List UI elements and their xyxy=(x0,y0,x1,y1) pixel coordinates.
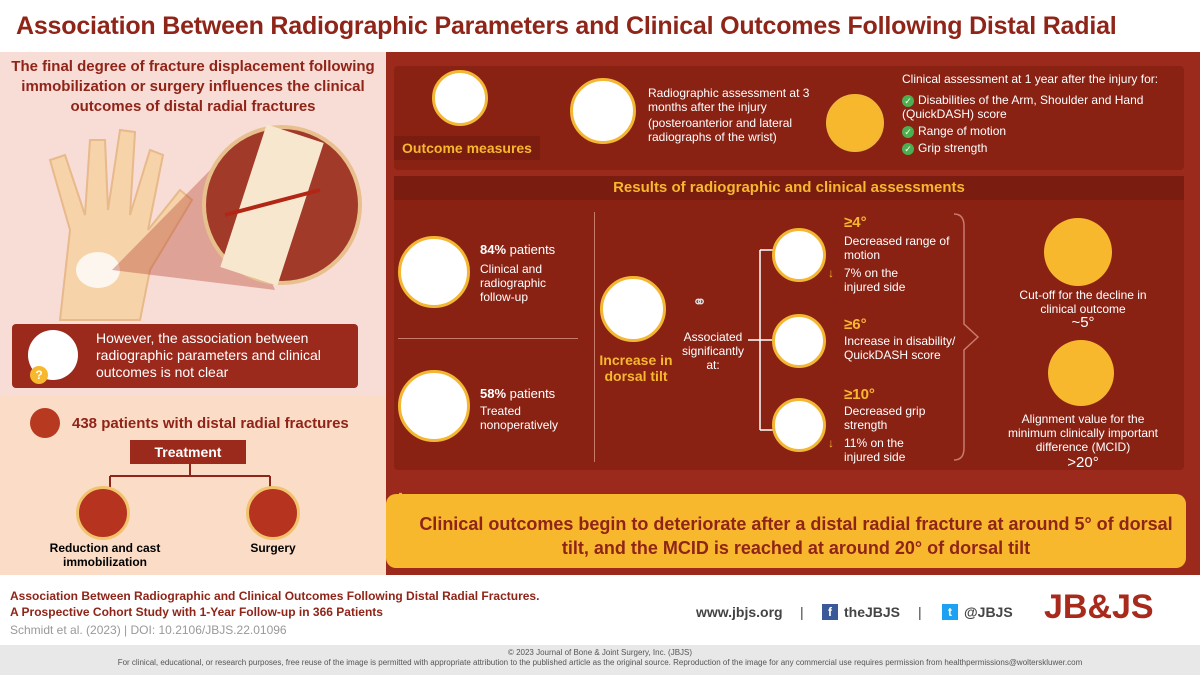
patients-text: 438 patients with distal radial fracture… xyxy=(72,415,349,432)
b1-sub: 7% on the injured side xyxy=(844,266,906,294)
mcid-text: Alignment value for the minimum clinical… xyxy=(1007,412,1159,454)
b3-sub: 11% on the injured side xyxy=(844,436,906,464)
range-motion-icon xyxy=(772,228,826,282)
treatment-branch-lines xyxy=(109,464,271,490)
reference-doi: Schmidt et al. (2023) | DOI: 10.2106/JBJ… xyxy=(10,623,287,637)
bracket xyxy=(953,213,980,461)
website-link[interactable]: www.jbjs.org xyxy=(696,604,783,620)
divider xyxy=(398,338,578,339)
gauge-icon xyxy=(772,314,826,368)
cutoff-text: Cut-off for the decline in clinical outc… xyxy=(1019,288,1147,316)
grip-hand-icon xyxy=(826,94,884,152)
p2-word: patients xyxy=(506,386,556,401)
clinical-item: ✓ Disabilities of the Arm, Shoulder and H… xyxy=(902,93,1182,121)
twitter-link[interactable]: @JBJS xyxy=(964,604,1013,620)
wrist-fracture-illustration xyxy=(48,124,362,321)
treatment-label: Treatment xyxy=(130,440,246,464)
clipboard-icon xyxy=(432,70,488,126)
p1-pct: 84% xyxy=(480,242,507,257)
radiographic-text: Radiographic assessment at 3 months afte… xyxy=(648,86,810,114)
lightbulb-icon xyxy=(1048,340,1114,406)
consultation-icon xyxy=(398,370,470,442)
license-text: For clinical, educational, or research p… xyxy=(117,658,1083,667)
b2-value: ≥6° xyxy=(844,316,867,333)
option-cast-label: Reduction and cast immobilization xyxy=(49,541,161,569)
however-text: However, the association between radiogr… xyxy=(96,330,321,380)
xray-hand-icon xyxy=(570,78,636,144)
reference-title: Association Between Radiographic and Cli… xyxy=(10,589,540,603)
p1-desc: Clinical and radiographic follow-up xyxy=(480,262,547,304)
cutoff-clipboard-icon xyxy=(1044,218,1112,286)
option-surgery-label: Surgery xyxy=(250,541,296,555)
facebook-icon[interactable]: f xyxy=(822,604,838,620)
question-icon: ? xyxy=(30,366,48,384)
wrist-bone-icon xyxy=(600,276,666,342)
divider xyxy=(594,212,595,462)
check-icon: ✓ xyxy=(902,125,914,138)
radiographic-subtext: (posteroanterior and lateral radiographs… xyxy=(648,116,793,144)
cast-icon xyxy=(76,486,130,540)
copyright-bar: © 2023 Journal of Bone & Joint Surgery, … xyxy=(0,645,1200,675)
jbjs-logo: JB&JS xyxy=(1044,588,1154,626)
clinical-item: ✓ Range of motion xyxy=(902,124,1182,138)
reference-subtitle: A Prospective Cohort Study with 1-Year F… xyxy=(10,605,383,619)
arrow-down-icon: ↓ xyxy=(828,436,834,450)
check-icon: ✓ xyxy=(902,94,914,107)
b2-desc: Increase in disability/ QuickDASH score xyxy=(844,334,956,362)
conclusion-banner xyxy=(386,494,1186,568)
clinical-item: ✓ Grip strength xyxy=(902,141,1182,155)
separator: | xyxy=(918,604,922,620)
results-heading: Results of radiographic and clinical ass… xyxy=(394,176,1184,200)
key-icon: ⚷ xyxy=(388,487,413,525)
outcome-label: Outcome measures xyxy=(394,136,540,160)
page-title: Association Between Radiographic Paramet… xyxy=(0,0,1200,92)
p2-stat: 58% patients xyxy=(480,386,580,401)
left-lower-panel xyxy=(0,396,386,575)
facebook-link[interactable]: theJBJS xyxy=(844,604,901,620)
b3-desc: Decreased grip strength xyxy=(844,404,926,432)
check-icon: ✓ xyxy=(902,142,914,155)
conclusion-text: Clinical outcomes begin to deteriorate a… xyxy=(419,514,1173,558)
chain-link-icon: ⚭ xyxy=(692,292,708,312)
p2-pct: 58% xyxy=(480,386,507,401)
phone-followup-icon xyxy=(398,236,470,308)
p1-stat: 84% patients xyxy=(480,242,580,257)
dorsal-tilt-label: Increase in dorsal tilt xyxy=(599,352,673,384)
b1-value: ≥4° xyxy=(844,214,867,231)
copyright-text: © 2023 Journal of Bone & Joint Surgery, … xyxy=(507,648,693,657)
branch-connector xyxy=(748,249,780,431)
mcid-value: >20° xyxy=(1067,454,1099,471)
twitter-icon[interactable]: t xyxy=(942,604,958,620)
clinical-item-text: Disabilities of the Arm, Shoulder and Ha… xyxy=(902,93,1144,121)
clinical-item-text: Range of motion xyxy=(918,124,1007,138)
clinical-heading: Clinical assessment at 1 year after the … xyxy=(902,72,1159,86)
separator: | xyxy=(800,604,804,620)
p2-desc: Treated nonoperatively xyxy=(480,404,559,432)
cutoff-value: ~5° xyxy=(1071,314,1095,331)
associated-text: Associated significantly at: xyxy=(681,330,745,372)
grip-strength-icon xyxy=(772,398,826,452)
clinical-item-text: Grip strength xyxy=(918,141,988,155)
clinical-list: ✓ Disabilities of the Arm, Shoulder and H… xyxy=(902,93,1182,155)
surgery-tools-icon xyxy=(246,486,300,540)
arrow-down-icon: ↓ xyxy=(828,266,834,280)
group-icon xyxy=(30,408,60,438)
b1-desc: Decreased range of motion xyxy=(844,234,950,262)
b3-value: ≥10° xyxy=(844,386,875,403)
intro-text: The final degree of fracture displacemen… xyxy=(11,58,375,115)
p1-word: patients xyxy=(506,242,556,257)
